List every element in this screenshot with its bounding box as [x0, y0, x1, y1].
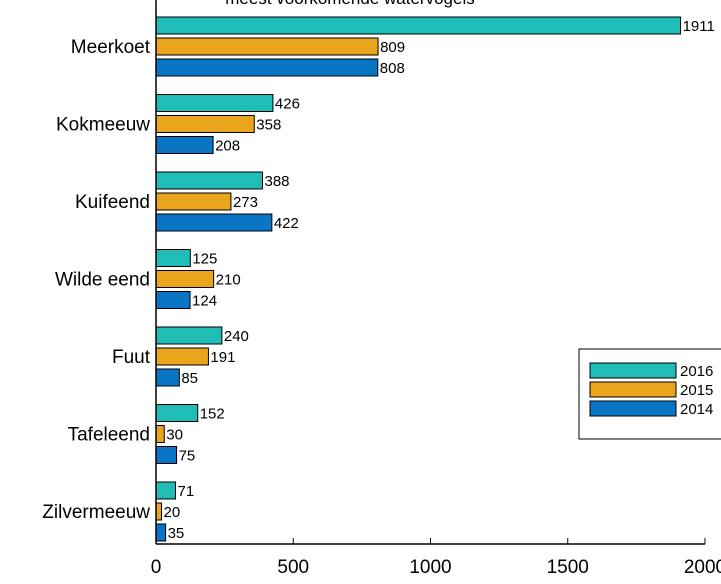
data-label: 273	[233, 194, 258, 211]
bar-2015-kuifeend	[155, 192, 232, 211]
data-label: 809	[380, 39, 405, 56]
chart-title: meest voorkomende watervogels	[225, 0, 474, 8]
bar-2015-fuut	[155, 347, 209, 366]
legend-label-2014: 2014	[680, 401, 713, 418]
data-label: 358	[256, 117, 281, 134]
axes-layer: 0 500 1000 1500 2000	[151, 0, 721, 578]
data-label: 426	[275, 96, 300, 113]
category-label: Tafeleend	[68, 425, 150, 446]
category-label: Kokmeeuw	[56, 115, 150, 136]
category-label: Wilde eend	[55, 270, 150, 291]
bar-2014-meerkoet	[155, 58, 379, 77]
bar-2014-kuifeend	[155, 213, 273, 232]
data-label: 208	[215, 138, 240, 155]
category-label: Fuut	[112, 347, 151, 368]
x-tick-label: 1500	[547, 557, 589, 578]
x-tick-label: 1000	[409, 557, 451, 578]
data-label: 124	[192, 293, 217, 310]
data-label: 1911	[683, 18, 715, 35]
x-tick-label: 2000	[684, 557, 721, 578]
bar-2015-tafeleend	[155, 425, 165, 443]
legend-label-2015: 2015	[680, 382, 713, 399]
data-label: 191	[210, 349, 235, 366]
legend-swatch-2016	[589, 362, 677, 379]
bar-2016-fuut	[155, 326, 223, 345]
bar-2016-meerkoet	[155, 16, 682, 35]
data-label: 152	[200, 406, 225, 423]
bar-2015-wilde-eend	[155, 270, 215, 288]
category-label: Meerkoet	[71, 37, 151, 58]
data-label: 35	[168, 525, 185, 542]
x-tick-label: 500	[277, 557, 309, 578]
data-label: 240	[224, 328, 249, 345]
data-label: 422	[274, 215, 299, 232]
bar-2014-tafeleend	[155, 446, 178, 464]
data-label: 210	[216, 272, 241, 289]
legend-swatch-2014	[589, 400, 677, 417]
data-label: 85	[181, 370, 198, 387]
bar-2014-fuut	[155, 368, 180, 387]
data-label: 30	[166, 427, 183, 444]
x-tick-label: 0	[151, 557, 162, 578]
bar-2014-zilvermeeuw	[155, 523, 167, 542]
data-label: 20	[163, 504, 180, 521]
bar-2015-zilvermeeuw	[155, 502, 162, 521]
bar-2014-kokmeeuw	[155, 136, 214, 154]
labels-layer: meest voorkomende watervogels 1911 809 808 M…	[42, 0, 715, 542]
bar-2016-kuifeend	[155, 171, 264, 190]
bar-2015-meerkoet	[155, 37, 379, 56]
bar-2014-wilde-eend	[155, 291, 191, 309]
category-label: Kuifeend	[75, 192, 150, 213]
bar-2016-tafeleend	[155, 404, 199, 422]
data-label: 71	[177, 483, 194, 500]
legend-swatch-2015	[589, 381, 677, 398]
bar-2016-wilde-eend	[155, 249, 191, 267]
category-label: Zilvermeeuw	[42, 502, 150, 523]
data-label: 808	[380, 60, 405, 77]
legend-label-2016: 2016	[680, 363, 713, 380]
bar-2016-kokmeeuw	[155, 94, 274, 112]
data-label: 75	[179, 448, 196, 465]
data-label: 388	[265, 173, 290, 190]
data-label: 125	[192, 251, 217, 268]
legend: 2016 2015 2014	[578, 348, 721, 440]
bar-2016-zilvermeeuw	[155, 481, 176, 500]
bar-2015-kokmeeuw	[155, 115, 255, 133]
